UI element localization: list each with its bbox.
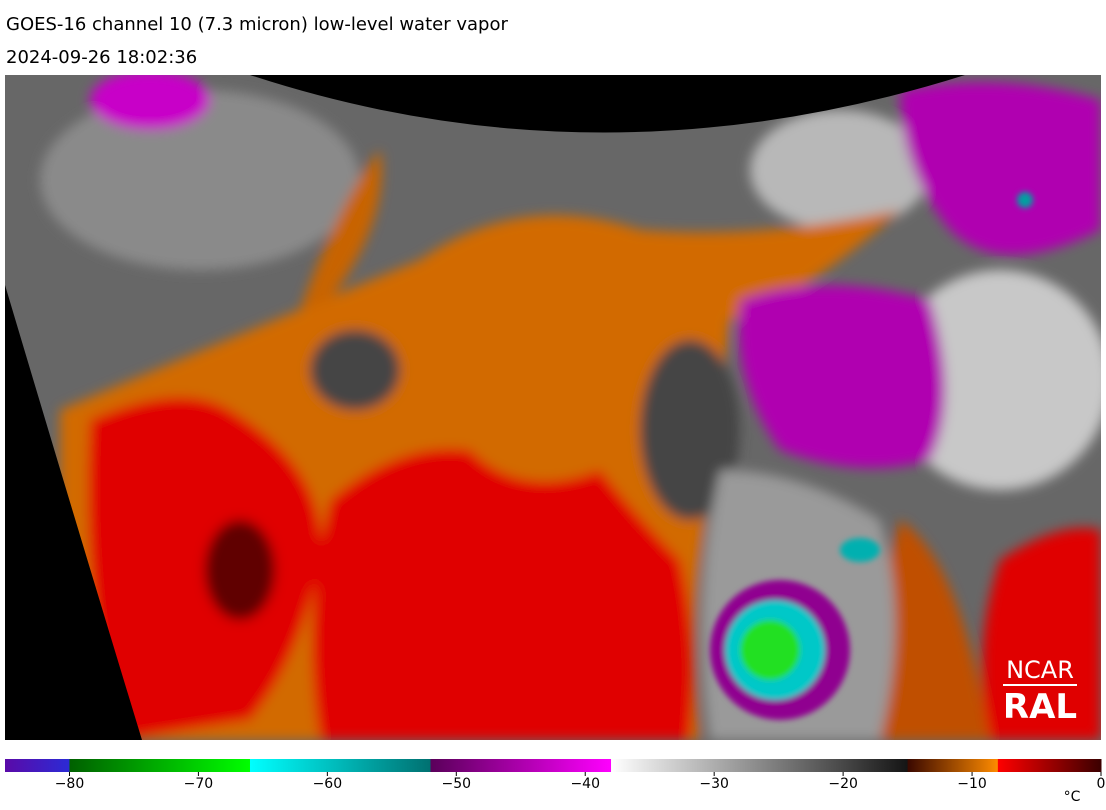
colorbar-segment [5,759,70,772]
timestamp: 2024-09-26 18:02:36 [6,47,197,68]
colorbar-tick-label: −50 [442,776,472,792]
colorbar-tick-label: −80 [55,776,85,792]
colorbar-tick-label: −10 [957,776,987,792]
colorbar-segment [997,759,1102,772]
colorbar-tick-label: −20 [828,776,858,792]
colorbar: −80 −70 −60 −50 −40 −30 −20 −10 0 °C [5,759,1105,805]
colorbar-segment [611,759,909,772]
satellite-image: NCAR RAL [5,75,1101,740]
colorbar-tick-label: 0 [1097,776,1106,792]
colorbar-tick-label: −40 [570,776,600,792]
colorbar-tick-label: −60 [313,776,343,792]
colorbar-segment [69,759,251,772]
colorbar-tick-label: −30 [699,776,729,792]
title: GOES-16 channel 10 (7.3 micron) low-leve… [6,14,508,35]
colorbar-segment [249,759,432,772]
colorbar-unit: °C [1064,789,1081,805]
logo-ral: RAL [1003,687,1077,727]
logo-ncar: NCAR [1006,656,1074,684]
colorbar-segment [907,759,999,772]
colorbar-tick-label: −70 [184,776,214,792]
colorbar-segment [430,759,612,772]
